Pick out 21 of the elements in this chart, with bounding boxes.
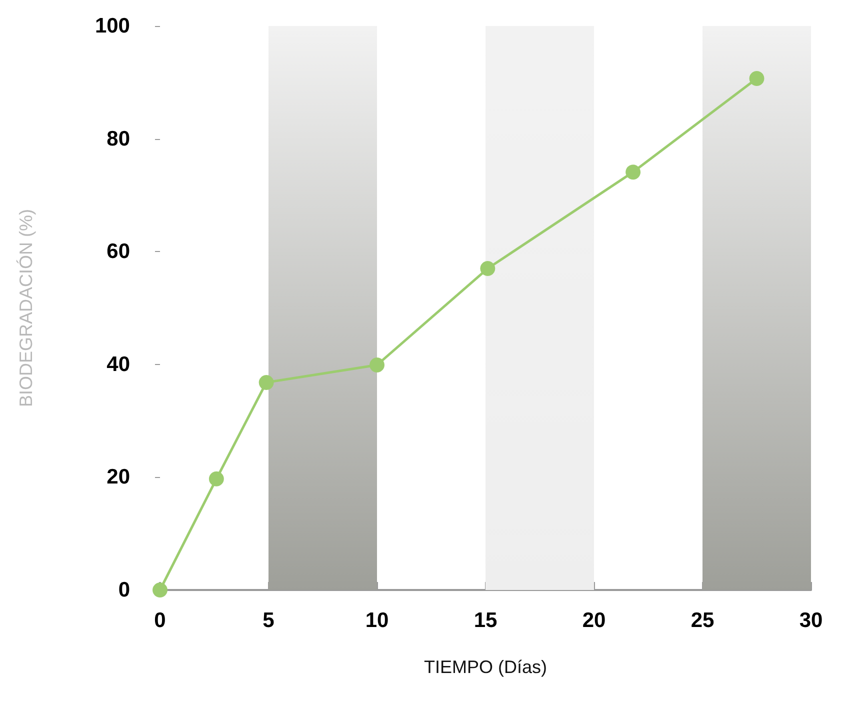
y-tick-label: 60	[106, 240, 130, 264]
point	[258, 374, 274, 390]
x-axis-title: TIEMPO (Días)	[424, 657, 548, 677]
x-tick-label: 25	[690, 609, 714, 632]
x-tick-label: 10	[365, 609, 389, 632]
x-tick-label: 30	[799, 609, 823, 632]
x-tick-label: 0	[154, 609, 166, 632]
point	[370, 357, 384, 372]
point	[749, 70, 764, 86]
y-tick-label: 0	[118, 578, 130, 602]
y-tick-label: 100	[94, 14, 130, 38]
point	[480, 261, 496, 276]
y-tick-label: 80	[106, 127, 130, 150]
x-tick-label: 20	[582, 609, 606, 632]
y-tick-label: 40	[106, 352, 130, 376]
x-tick-label: 15	[474, 609, 498, 632]
point	[208, 471, 224, 486]
y-tick-label: 20	[106, 466, 130, 489]
y-axis-title: BIODEGRADACIÓN (%)	[16, 208, 36, 408]
point	[626, 164, 641, 180]
x-tick-label: 5	[262, 609, 275, 632]
